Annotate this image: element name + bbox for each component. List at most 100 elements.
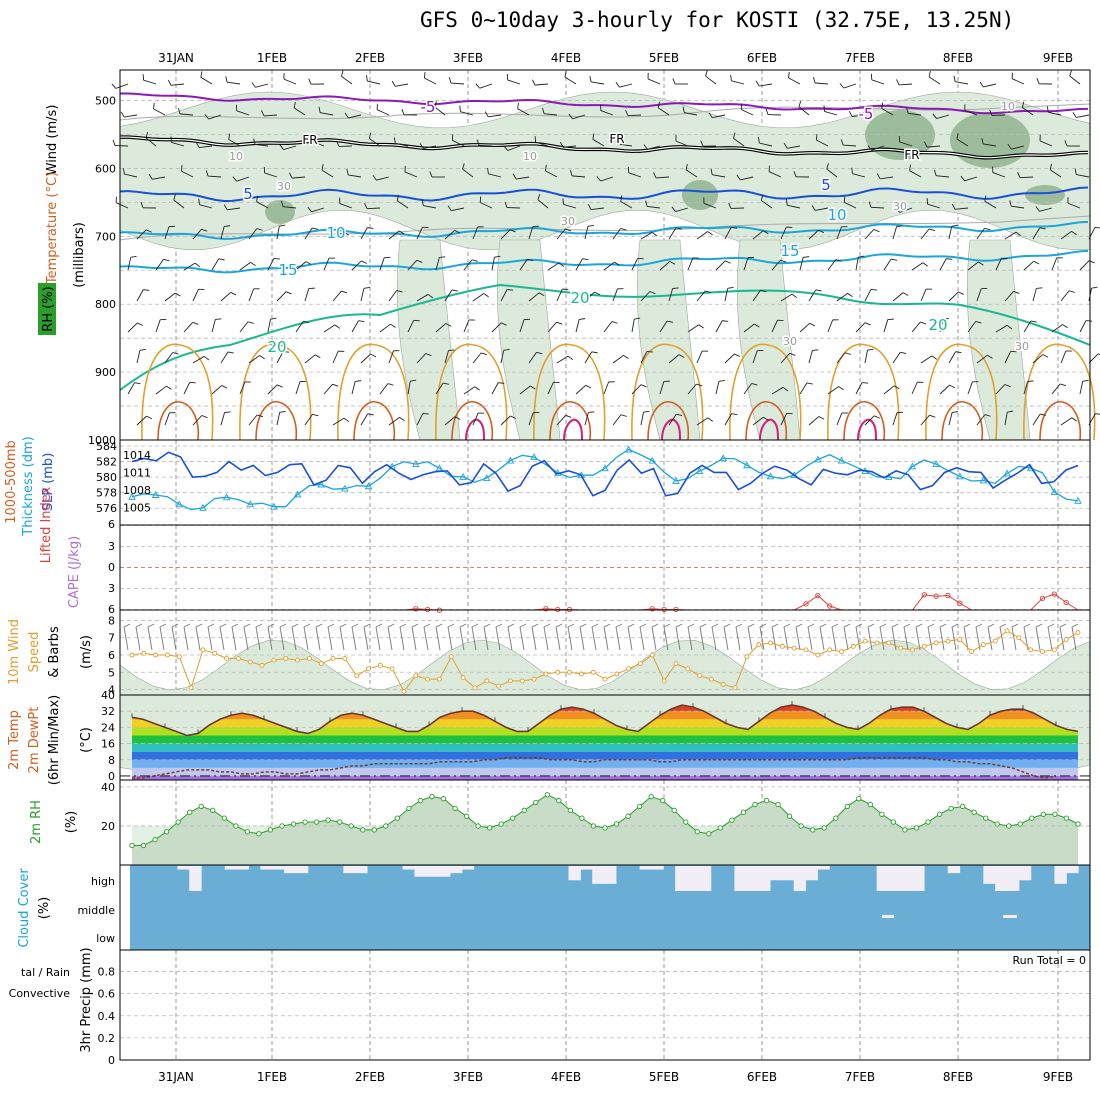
wind-barb-staff [1051, 324, 1063, 333]
wind-barb-staff [283, 206, 297, 209]
wind-barb-flag [198, 198, 200, 205]
wind-barb-staff [276, 351, 284, 364]
wind-barb-flag [166, 385, 172, 390]
wind-barb-flag [649, 291, 656, 295]
wind-barb-staff [451, 207, 465, 212]
wind-barb-flag [139, 349, 146, 351]
wind-barb-flag [682, 106, 685, 113]
wind-barb-flag [718, 380, 725, 382]
label-cloud-units: (%) [37, 897, 52, 920]
wind-barb-flag [952, 411, 959, 413]
wind-barb-flag [143, 289, 150, 291]
wind-barb-flag [218, 258, 225, 261]
wind-barb-69 [1072, 112, 1090, 118]
wind-barb-flag [256, 195, 258, 202]
temp-tick-2: 24 [101, 721, 115, 734]
wind-barb-flag [462, 163, 465, 170]
label-rh10-2: 10 [1001, 100, 1015, 113]
wind-barb-210 [127, 255, 137, 271]
wind-barb-flag [140, 201, 144, 208]
slp-marker-34 [530, 453, 538, 461]
wind-barb-flag [387, 383, 394, 386]
wind-barb-flag [1036, 287, 1043, 289]
wind-barb-flag [671, 206, 676, 212]
rh-marker-53 [740, 809, 747, 815]
wind-barb-14 [506, 73, 521, 85]
wind-barb-staff [715, 260, 726, 271]
rh-marker-46 [660, 797, 666, 804]
cloud-gap-5 [189, 866, 202, 891]
wind10-marker-1 [141, 650, 147, 656]
wind-barb-staff [899, 141, 913, 147]
wind-barb-staff [712, 174, 726, 178]
wind-barb-flag [232, 176, 238, 182]
rh-marker-32 [498, 821, 504, 827]
wind-barb-177 [192, 228, 208, 240]
wind-barb-288 [351, 320, 365, 333]
wind-barb-flag [960, 175, 965, 182]
slp-marker-80 [1074, 496, 1082, 504]
wind-barb-156 [562, 198, 577, 209]
wind-barb-staff [556, 228, 566, 240]
wind-barb-flag [545, 164, 547, 171]
wind10-barb-flag-39 [591, 623, 599, 628]
wind-barb-staff [955, 81, 969, 85]
wind-barb-flag [425, 353, 432, 357]
label-cloud: Cloud Cover [17, 868, 32, 948]
wind10-marker-11 [259, 662, 265, 668]
wind-barb-251 [304, 287, 315, 302]
wind-barb-308 [911, 321, 927, 333]
slp-marker-2 [151, 491, 160, 498]
wind-barb-flag [273, 257, 280, 260]
wind-barb-flag [195, 142, 200, 148]
wind-barb-47 [459, 105, 474, 116]
wind-barb-flag [696, 383, 703, 387]
wind-barb-staff [1032, 413, 1041, 426]
wind-barb-flag [177, 107, 181, 114]
wind-barb-flag [951, 224, 958, 227]
wind10-barb-62 [867, 626, 873, 651]
wind-barb-flag [503, 348, 510, 351]
wind-barb-7 [308, 78, 325, 85]
wind-barb-354 [239, 381, 251, 395]
wind-barb-staff [927, 145, 941, 148]
temp-lobe-25-1 [239, 343, 312, 441]
rh-marker-42 [613, 821, 620, 827]
wind-barb-261 [584, 291, 601, 302]
wind-barb-flag [251, 82, 256, 88]
wind-barb-3 [200, 71, 213, 85]
wind-barb-77 [311, 135, 325, 147]
rh-marker-78 [1029, 815, 1035, 821]
wind-barb-263 [640, 291, 656, 302]
wind-barb-staff [844, 201, 857, 209]
wind-barb-328 [500, 348, 510, 364]
wind-barb-staff [248, 414, 258, 426]
wind-barb-346 [1004, 350, 1017, 364]
wind-barb-staff [584, 291, 595, 302]
li-marker-58 [815, 592, 821, 599]
wind-barb-staff [407, 381, 411, 395]
wind-barb-275 [976, 288, 988, 302]
slp-marker-40 [601, 464, 609, 472]
wind-barb-233 [771, 259, 787, 271]
wind-barb-flag [569, 169, 573, 176]
wind-barb-28 [896, 79, 913, 86]
wind-barb-flag [731, 227, 738, 229]
wind-barb-staff [1060, 350, 1067, 364]
wind-barb-112 [321, 164, 334, 178]
wind-barb-flag [146, 229, 152, 233]
wind-barb-409 [808, 416, 825, 426]
wind-barb-staff [798, 106, 810, 116]
wind-barb-flag [200, 71, 203, 78]
wind-barb-59 [798, 100, 810, 116]
wind10-marker-61 [850, 643, 856, 649]
wind-barb-flag [454, 229, 461, 234]
wind-barb-110 [263, 166, 278, 178]
wind-barb-flag [920, 321, 927, 325]
wind-barb-106 [148, 173, 166, 180]
wind-barb-flag [410, 379, 417, 382]
wind10-barb-flag-17 [327, 623, 335, 628]
wind-barb-staff [843, 144, 857, 147]
wind-barb-staff [731, 80, 745, 85]
wind10-barb-20 [363, 626, 369, 651]
